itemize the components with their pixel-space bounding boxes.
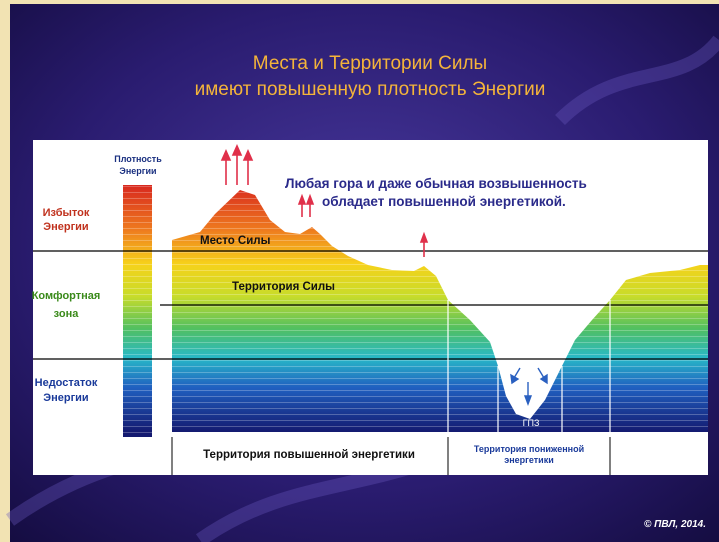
copyright: © ПВЛ, 2014. — [644, 519, 706, 530]
density-label: Плотность — [114, 154, 162, 164]
bottom-label: Территория повышенной энергетики — [203, 449, 415, 461]
dividers — [447, 300, 611, 437]
title-line: Места и Территории Силы — [253, 53, 487, 74]
zone-label: Комфортная — [32, 290, 101, 302]
down-arrows — [510, 367, 548, 406]
place-label: Территория Силы — [232, 281, 335, 293]
zone-label: Энергии — [43, 221, 88, 233]
annotation: Любая гора и даже обычная возвышенность — [285, 176, 587, 191]
density-label: Энергии — [119, 166, 156, 176]
zone-label: Недостаток — [35, 377, 98, 389]
bottom-label: Территория пониженной — [474, 444, 584, 454]
title-line: имеют повышенную плотность Энергии — [195, 79, 546, 100]
gpz-label: ГПЗ — [523, 418, 540, 428]
zone-label: Избыток — [43, 207, 90, 219]
bottom-label: энергетики — [504, 455, 554, 465]
annotation: обладает повышенной энергетикой. — [322, 194, 566, 209]
zone-label: Энергии — [43, 392, 88, 404]
density-bar-stripes — [123, 185, 152, 437]
zone-label: зона — [54, 308, 80, 320]
up-arrows — [220, 144, 429, 257]
place-label: Место Силы — [200, 235, 271, 247]
